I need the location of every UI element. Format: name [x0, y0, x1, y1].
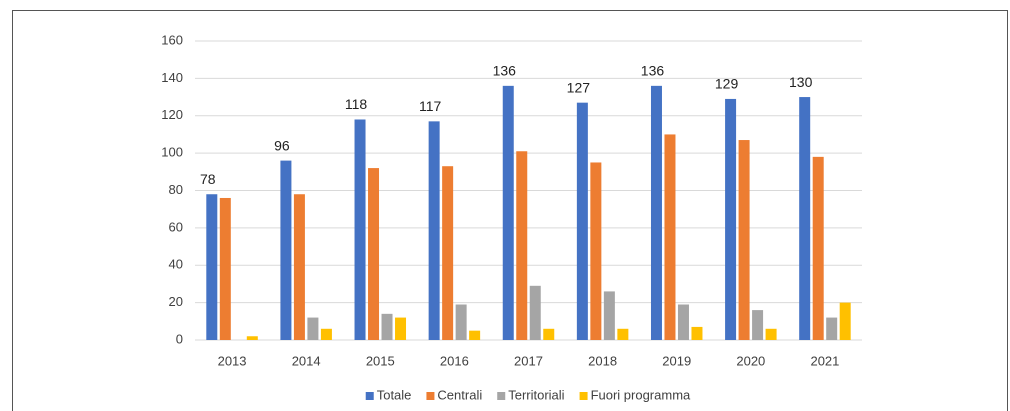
bar: [320, 328, 332, 340]
bar: [428, 121, 440, 340]
bar: [650, 85, 662, 340]
bar: [246, 336, 258, 340]
y-tick-label: 60: [169, 219, 183, 234]
x-tick-label: 2020: [736, 353, 765, 368]
x-tick-label: 2018: [588, 353, 617, 368]
legend-label: Territoriali: [508, 387, 564, 402]
bar: [839, 302, 851, 340]
bar: [206, 194, 218, 340]
bar: [442, 166, 454, 340]
y-tick-label: 80: [169, 182, 183, 197]
bar: [543, 328, 555, 340]
bar: [469, 330, 481, 340]
bar: [765, 328, 777, 340]
bar: [502, 85, 514, 340]
y-tick-label: 0: [176, 331, 183, 346]
bar: [590, 162, 602, 340]
legend-swatch: [365, 392, 374, 400]
data-label: 136: [493, 63, 517, 79]
data-label: 117: [419, 98, 442, 114]
x-tick-label: 2013: [218, 353, 247, 368]
y-tick-label: 40: [169, 257, 183, 272]
bar: [516, 151, 528, 340]
bar: [826, 317, 838, 340]
bar: [381, 313, 393, 340]
bar: [280, 160, 292, 340]
x-tick-label: 2016: [440, 353, 469, 368]
bar: [354, 119, 366, 340]
y-tick-label: 120: [161, 107, 183, 122]
bar: [293, 194, 305, 340]
legend-label: Fuori programma: [591, 387, 691, 402]
data-label: 130: [789, 74, 813, 90]
x-tick-label: 2017: [514, 353, 543, 368]
x-tick-label: 2019: [662, 353, 691, 368]
bar: [307, 317, 319, 340]
x-tick-label: 2015: [366, 353, 395, 368]
data-label: 136: [641, 63, 665, 79]
bar: [368, 168, 380, 340]
data-label: 129: [715, 76, 739, 92]
data-label: 78: [200, 171, 216, 187]
bar: [529, 285, 541, 340]
bar: [725, 98, 737, 341]
bar: [455, 304, 467, 340]
bar: [617, 328, 629, 340]
bar: [812, 156, 824, 340]
x-tick-label: 2021: [810, 353, 839, 368]
x-tick-label: 2014: [292, 353, 321, 368]
y-tick-label: 160: [161, 32, 183, 47]
bar: [219, 197, 231, 340]
frame: [12, 10, 1008, 411]
y-tick-label: 100: [161, 145, 183, 160]
bar: [738, 140, 750, 340]
bar: [603, 291, 615, 340]
data-label: 96: [274, 137, 290, 153]
legend-label: Totale: [377, 387, 412, 402]
y-tick-label: 140: [161, 70, 183, 85]
bar: [691, 326, 703, 340]
bar: [395, 317, 407, 340]
bar: [677, 304, 689, 340]
bar: [799, 97, 811, 340]
legend-swatch: [426, 392, 435, 400]
bar: [576, 102, 588, 340]
bar: [664, 134, 676, 340]
bar: [752, 310, 764, 340]
legend-label: Centrali: [437, 387, 482, 402]
data-label: 118: [345, 96, 368, 112]
legend-swatch: [497, 392, 506, 400]
y-tick-label: 20: [169, 294, 183, 309]
legend-swatch: [579, 392, 588, 400]
data-label: 127: [567, 79, 591, 95]
